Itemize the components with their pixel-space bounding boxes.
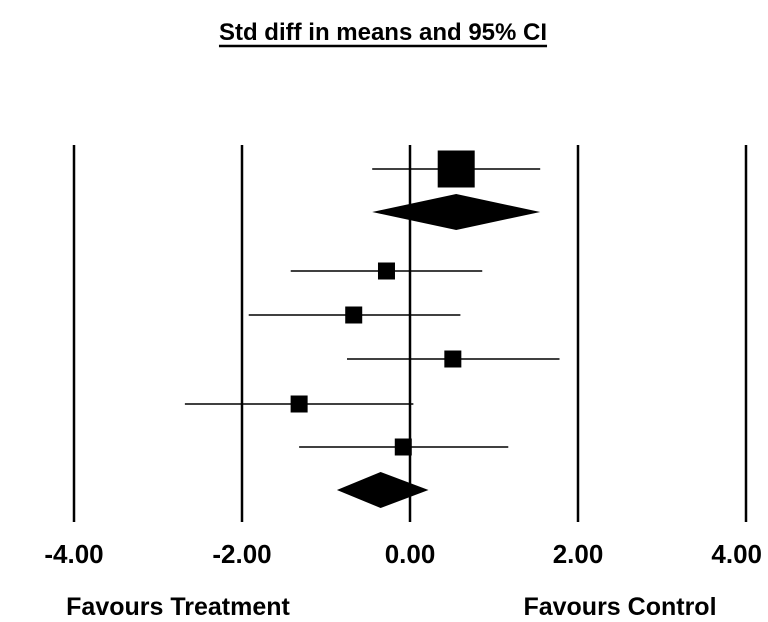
title-group: Std diff in means and 95% CI bbox=[218, 19, 548, 48]
point-estimate bbox=[345, 306, 363, 324]
reference-lines bbox=[72, 145, 748, 522]
summary-diamond bbox=[372, 194, 541, 230]
x-tick-label: -2.00 bbox=[212, 539, 271, 569]
point-estimate bbox=[444, 350, 462, 368]
x-tick-label: -4.00 bbox=[44, 539, 103, 569]
plot-rows bbox=[184, 150, 560, 508]
point-estimate bbox=[377, 262, 395, 280]
favours-treatment-label: Favours Treatment bbox=[66, 593, 290, 621]
chart-title: Std diff in means and 95% CI bbox=[219, 19, 547, 46]
point-estimate bbox=[437, 150, 475, 188]
favours-control-label: Favours Control bbox=[523, 593, 716, 621]
summary-diamond bbox=[336, 472, 429, 508]
x-tick-label: 2.00 bbox=[553, 539, 604, 569]
point-estimate bbox=[290, 395, 308, 413]
point-estimate bbox=[394, 438, 412, 456]
x-tick-label: 0.00 bbox=[385, 539, 436, 569]
x-tick-label: 4.00 bbox=[711, 539, 762, 569]
x-tick-labels: -4.00 -2.00 0.00 2.00 4.00 bbox=[44, 539, 762, 569]
